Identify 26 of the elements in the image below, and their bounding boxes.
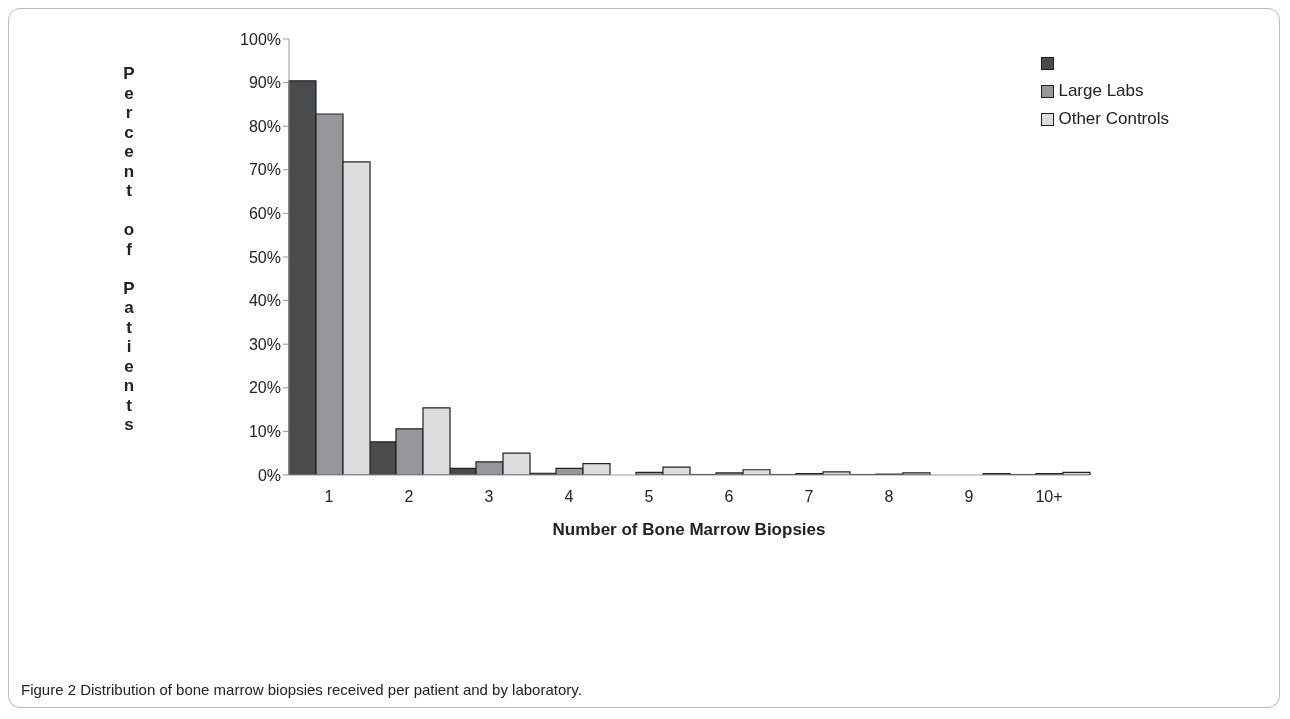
y-tick-label: 10% [248, 423, 281, 441]
x-tick-label: 8 [884, 488, 894, 506]
x-tick-label: 3 [484, 488, 494, 506]
y-tick-label: 30% [248, 335, 281, 353]
legend-label: Other Controls [1058, 109, 1169, 129]
x-tick-label: 5 [644, 488, 654, 506]
y-tick-label: 70% [248, 161, 281, 179]
y-tick-label: 60% [248, 205, 281, 223]
legend-label: Large Labs [1058, 81, 1144, 101]
y-tick-label: 50% [248, 248, 281, 266]
x-tick-label: 4 [564, 488, 574, 506]
x-tick-label: 9 [964, 488, 974, 506]
text: Percent of Patients [123, 64, 135, 434]
x-tick-label: 2 [404, 488, 414, 506]
x-axis-title: Number of Bone Marrow Biopsies [552, 520, 826, 539]
y-tick-label: 0% [257, 466, 281, 484]
x-tick-label: 1 [324, 488, 334, 506]
x-tick-label: 10+ [1035, 488, 1063, 506]
x-tick-label: 7 [804, 488, 814, 506]
y-tick-label: 40% [248, 292, 281, 310]
x-tick-label: 6 [724, 488, 734, 506]
caption: Figure 2 Distribution of bone marrow biopsies received per patient and by laboratory. [21, 681, 582, 698]
y-tick-label: 90% [248, 74, 281, 92]
y-tick-label: 80% [248, 117, 281, 135]
y-tick-label: 20% [248, 379, 281, 397]
y-tick-label: 100% [240, 30, 281, 48]
